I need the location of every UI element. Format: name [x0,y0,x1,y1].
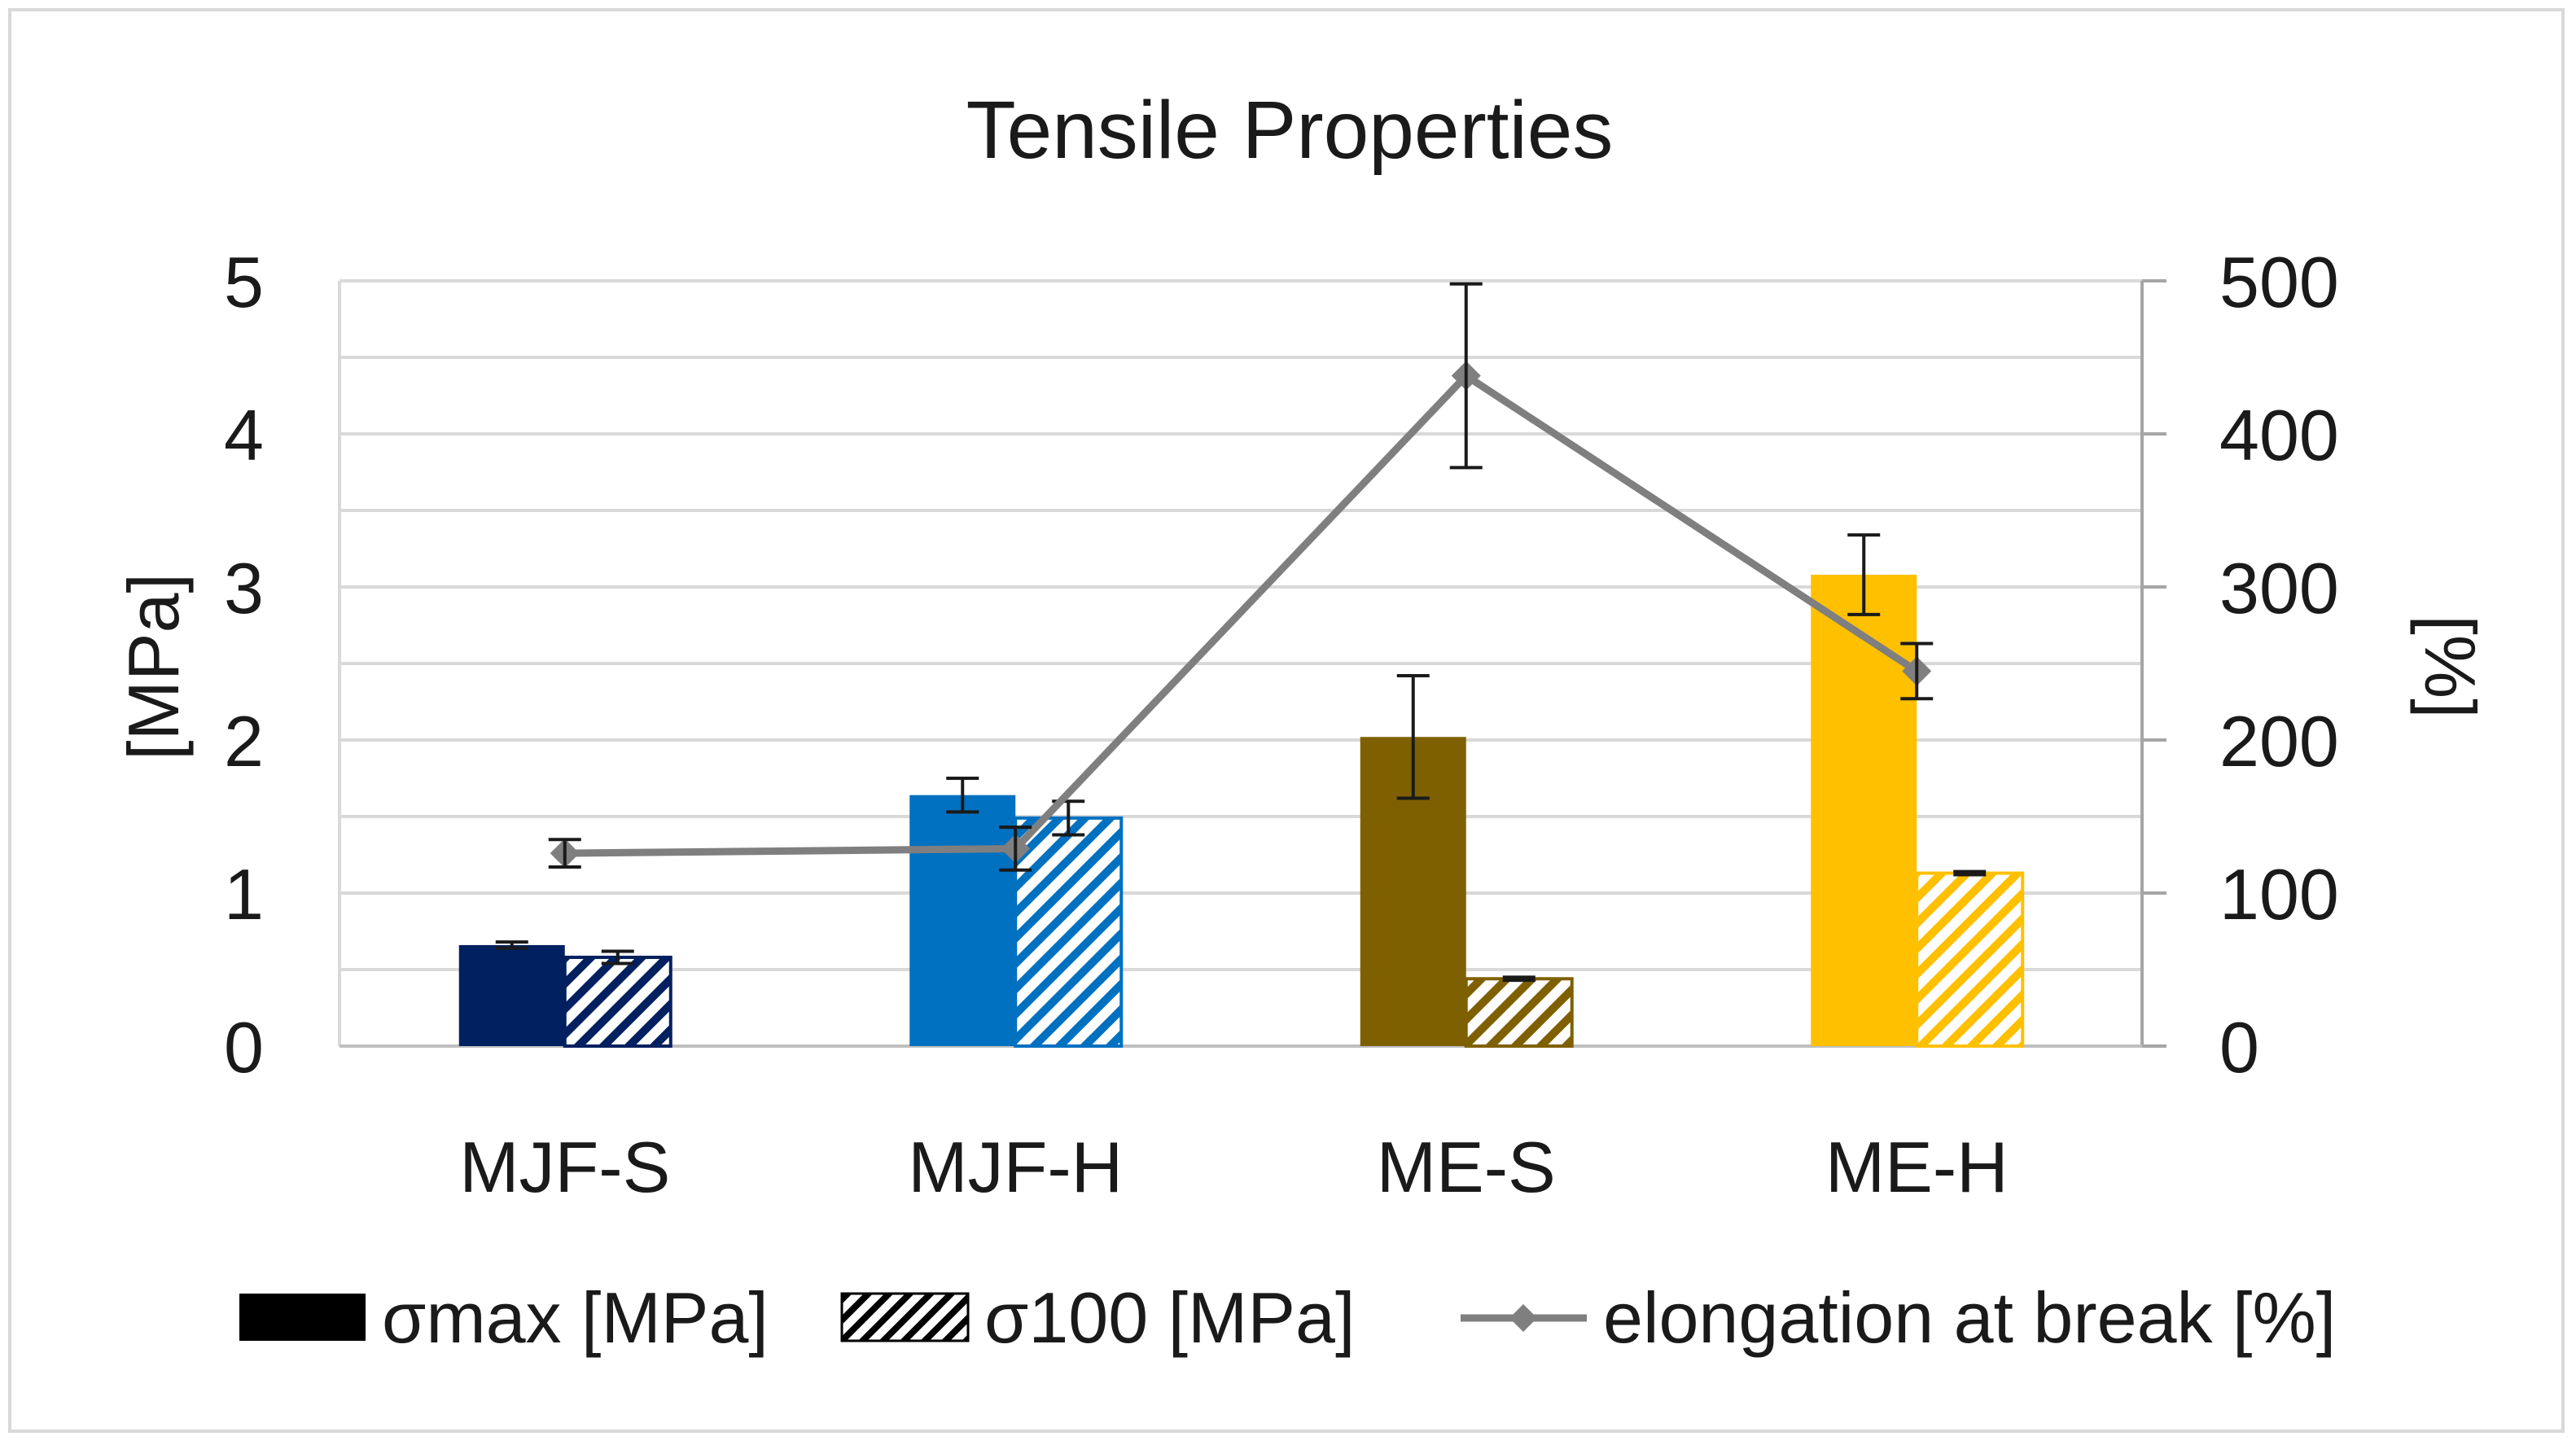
chart-frame: Tensile Properties 0 1 2 3 4 5 0 100 200 300 400 50… [8,8,2565,1433]
sigma100-bar-me-s [1464,977,1574,1049]
y-left-tick-label: 4 [224,395,264,475]
sigma100-bar-mjf-h [1014,816,1124,1048]
y-left-tick-label: 0 [224,1007,264,1088]
y-axis-left-label: [MPa] [113,573,194,760]
y-right-tick-label: 500 [2219,242,2339,322]
legend-marker-elongation [1509,1304,1537,1332]
sigma100-bar-me-h [1915,871,2025,1049]
error-bar [1847,533,1881,616]
y-left-tick-label: 1 [224,854,264,935]
legend-label-elongation: elongation at break [%] [1603,1277,2336,1358]
axes: 0 1 2 3 4 5 0 100 200 300 400 500 MJF-S MJF-H ME-S ME-H [224,242,2339,1207]
tensile-chart: Tensile Properties 0 1 2 3 4 5 0 100 200 300 400 50… [113,85,2491,1358]
error-bar [495,940,528,950]
legend-swatch-sigma100 [840,1292,970,1342]
y-right-tick-label: 100 [2219,854,2339,935]
y-right-tick-label: 0 [2219,1007,2259,1088]
sigmamax-bar-me-h [1811,574,1917,1046]
bars [458,533,2025,1049]
y-axis-right-label: [%] [2410,615,2491,718]
error-bar [1953,869,1987,877]
y-left-tick-label: 2 [224,701,264,782]
error-bar [1449,282,1483,470]
y-left-tick-label: 5 [224,242,264,322]
y-right-tick-label: 400 [2219,395,2339,475]
x-tick-label: MJF-S [459,1127,670,1207]
error-bar [601,949,634,966]
sigmamax-bar-mjf-s [458,944,565,1046]
sigmamax-bar-mjf-h [909,795,1016,1046]
legend-label-sigma100: σ100 [MPa] [984,1277,1355,1358]
error-bar [1502,975,1536,983]
elongation-line-path [564,372,1919,857]
error-bar [1396,674,1430,800]
legend-label-sigmamax: σmax [MPa] [382,1277,769,1358]
error-bar [999,825,1032,872]
y-right-tick-label: 300 [2219,548,2339,628]
legend-swatch-sigmamax [239,1294,366,1341]
x-tick-label: ME-H [1825,1127,2009,1207]
y-right-tick-label: 200 [2219,701,2339,782]
error-bar [548,838,581,869]
sigma100-bar-mjf-s [563,955,672,1048]
y-left-tick-label: 3 [224,548,264,628]
x-tick-label: MJF-H [908,1127,1123,1207]
error-bar [1900,641,1934,701]
error-bar [946,777,979,814]
legend: σmax [MPa] σ100 [MPa] elongation at break … [239,1277,2336,1358]
chart-title: Tensile Properties [966,85,1614,176]
elongation-line [548,282,1934,872]
x-tick-label: ME-S [1377,1127,1556,1207]
